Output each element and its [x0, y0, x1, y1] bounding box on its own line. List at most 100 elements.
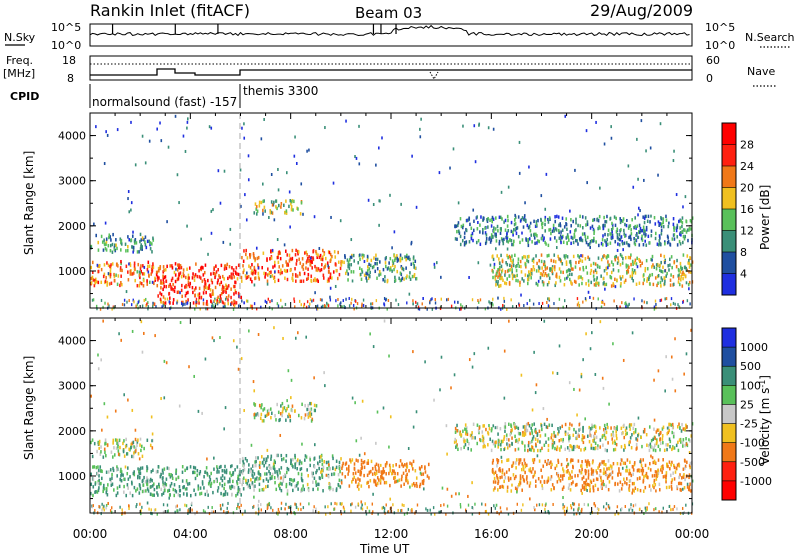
data-cell: [327, 474, 330, 479]
data-cell: [307, 415, 310, 419]
data-cell: [516, 264, 518, 268]
data-cell: [126, 452, 128, 456]
near-range-cell: [155, 305, 157, 309]
data-cell: [650, 229, 653, 233]
data-cell: [285, 459, 287, 463]
data-cell: [136, 270, 139, 274]
data-cell: [291, 404, 294, 408]
data-cell: [412, 255, 415, 259]
data-cell: [116, 465, 118, 469]
data-cell: [328, 270, 330, 274]
noise-cell: [250, 443, 253, 447]
noise-cell: [120, 338, 123, 342]
data-cell: [234, 289, 237, 293]
data-cell: [686, 460, 688, 464]
data-cell: [670, 273, 672, 277]
data-cell: [224, 492, 226, 497]
data-cell: [594, 262, 597, 266]
data-cell: [589, 433, 592, 437]
data-cell: [383, 480, 386, 485]
data-cell: [250, 469, 252, 474]
data-cell: [492, 217, 495, 222]
data-cell: [552, 438, 554, 443]
cpid-label: CPID: [10, 90, 39, 103]
data-cell: [139, 275, 141, 280]
noise-cell: [684, 466, 686, 470]
noise-cell: [223, 427, 225, 431]
data-cell: [644, 473, 647, 478]
noise-cell: [506, 236, 508, 240]
data-cell: [95, 490, 97, 494]
data-cell: [680, 265, 682, 269]
data-cell: [515, 466, 517, 470]
near-range-cell: [434, 298, 436, 302]
data-cell: [419, 482, 422, 487]
data-cell: [277, 476, 280, 480]
noise-cell: [360, 500, 363, 504]
near-range-cell: [522, 503, 524, 507]
data-cell: [163, 275, 166, 280]
data-cell: [507, 422, 510, 426]
data-cell: [370, 469, 372, 474]
near-range-cell: [459, 505, 462, 509]
nsky-tick-low: 10^0: [51, 39, 81, 52]
data-cell: [407, 481, 409, 485]
data-cell: [196, 274, 199, 279]
near-range-cell: [621, 301, 623, 305]
near-range-cell: [280, 501, 283, 505]
noise-cell: [629, 506, 632, 510]
data-cell: [357, 477, 359, 481]
data-cell: [341, 472, 344, 476]
noise-cell: [266, 282, 269, 286]
near-range-cell: [269, 300, 271, 304]
data-cell: [411, 274, 414, 279]
near-range-cell: [333, 507, 335, 511]
data-cell: [232, 272, 234, 276]
data-cell: [399, 256, 401, 261]
data-cell: [596, 477, 599, 482]
data-cell: [265, 477, 268, 481]
data-cell: [158, 276, 160, 280]
data-cell: [619, 472, 622, 476]
data-cell: [94, 490, 96, 494]
noise-cell: [130, 201, 133, 205]
near-range-cell: [153, 508, 156, 512]
data-cell: [454, 430, 457, 434]
data-cell: [212, 289, 214, 293]
near-range-cell: [128, 299, 130, 303]
data-cell: [297, 481, 299, 485]
data-cell: [565, 262, 568, 266]
data-cell: [691, 216, 694, 220]
data-cell: [652, 460, 655, 465]
data-cell: [111, 242, 114, 247]
near-range-cell: [137, 300, 140, 304]
data-cell: [479, 438, 482, 443]
data-cell: [471, 436, 474, 440]
data-cell: [367, 480, 369, 485]
near-range-cell: [336, 502, 338, 506]
near-range-cell: [162, 300, 165, 304]
data-cell: [105, 248, 108, 252]
data-cell: [615, 436, 618, 441]
data-cell: [225, 468, 228, 473]
data-cell: [669, 242, 671, 246]
data-cell: [666, 431, 669, 436]
data-cell: [553, 486, 555, 491]
data-cell: [501, 475, 503, 479]
data-cell: [322, 489, 324, 493]
data-cell: [620, 426, 623, 431]
data-cell: [625, 223, 628, 228]
noise-cell: [586, 181, 588, 185]
y-tick-label: 4000: [58, 335, 86, 348]
noise-cell: [224, 406, 227, 410]
data-cell: [562, 240, 565, 244]
data-cell: [572, 240, 575, 245]
data-cell: [531, 428, 533, 433]
noise-cell: [294, 135, 296, 139]
data-cell: [140, 448, 142, 453]
data-cell: [252, 484, 255, 488]
data-cell: [588, 461, 590, 465]
near-range-cell: [339, 302, 341, 306]
near-range-cell: [447, 297, 450, 301]
data-cell: [610, 433, 613, 437]
